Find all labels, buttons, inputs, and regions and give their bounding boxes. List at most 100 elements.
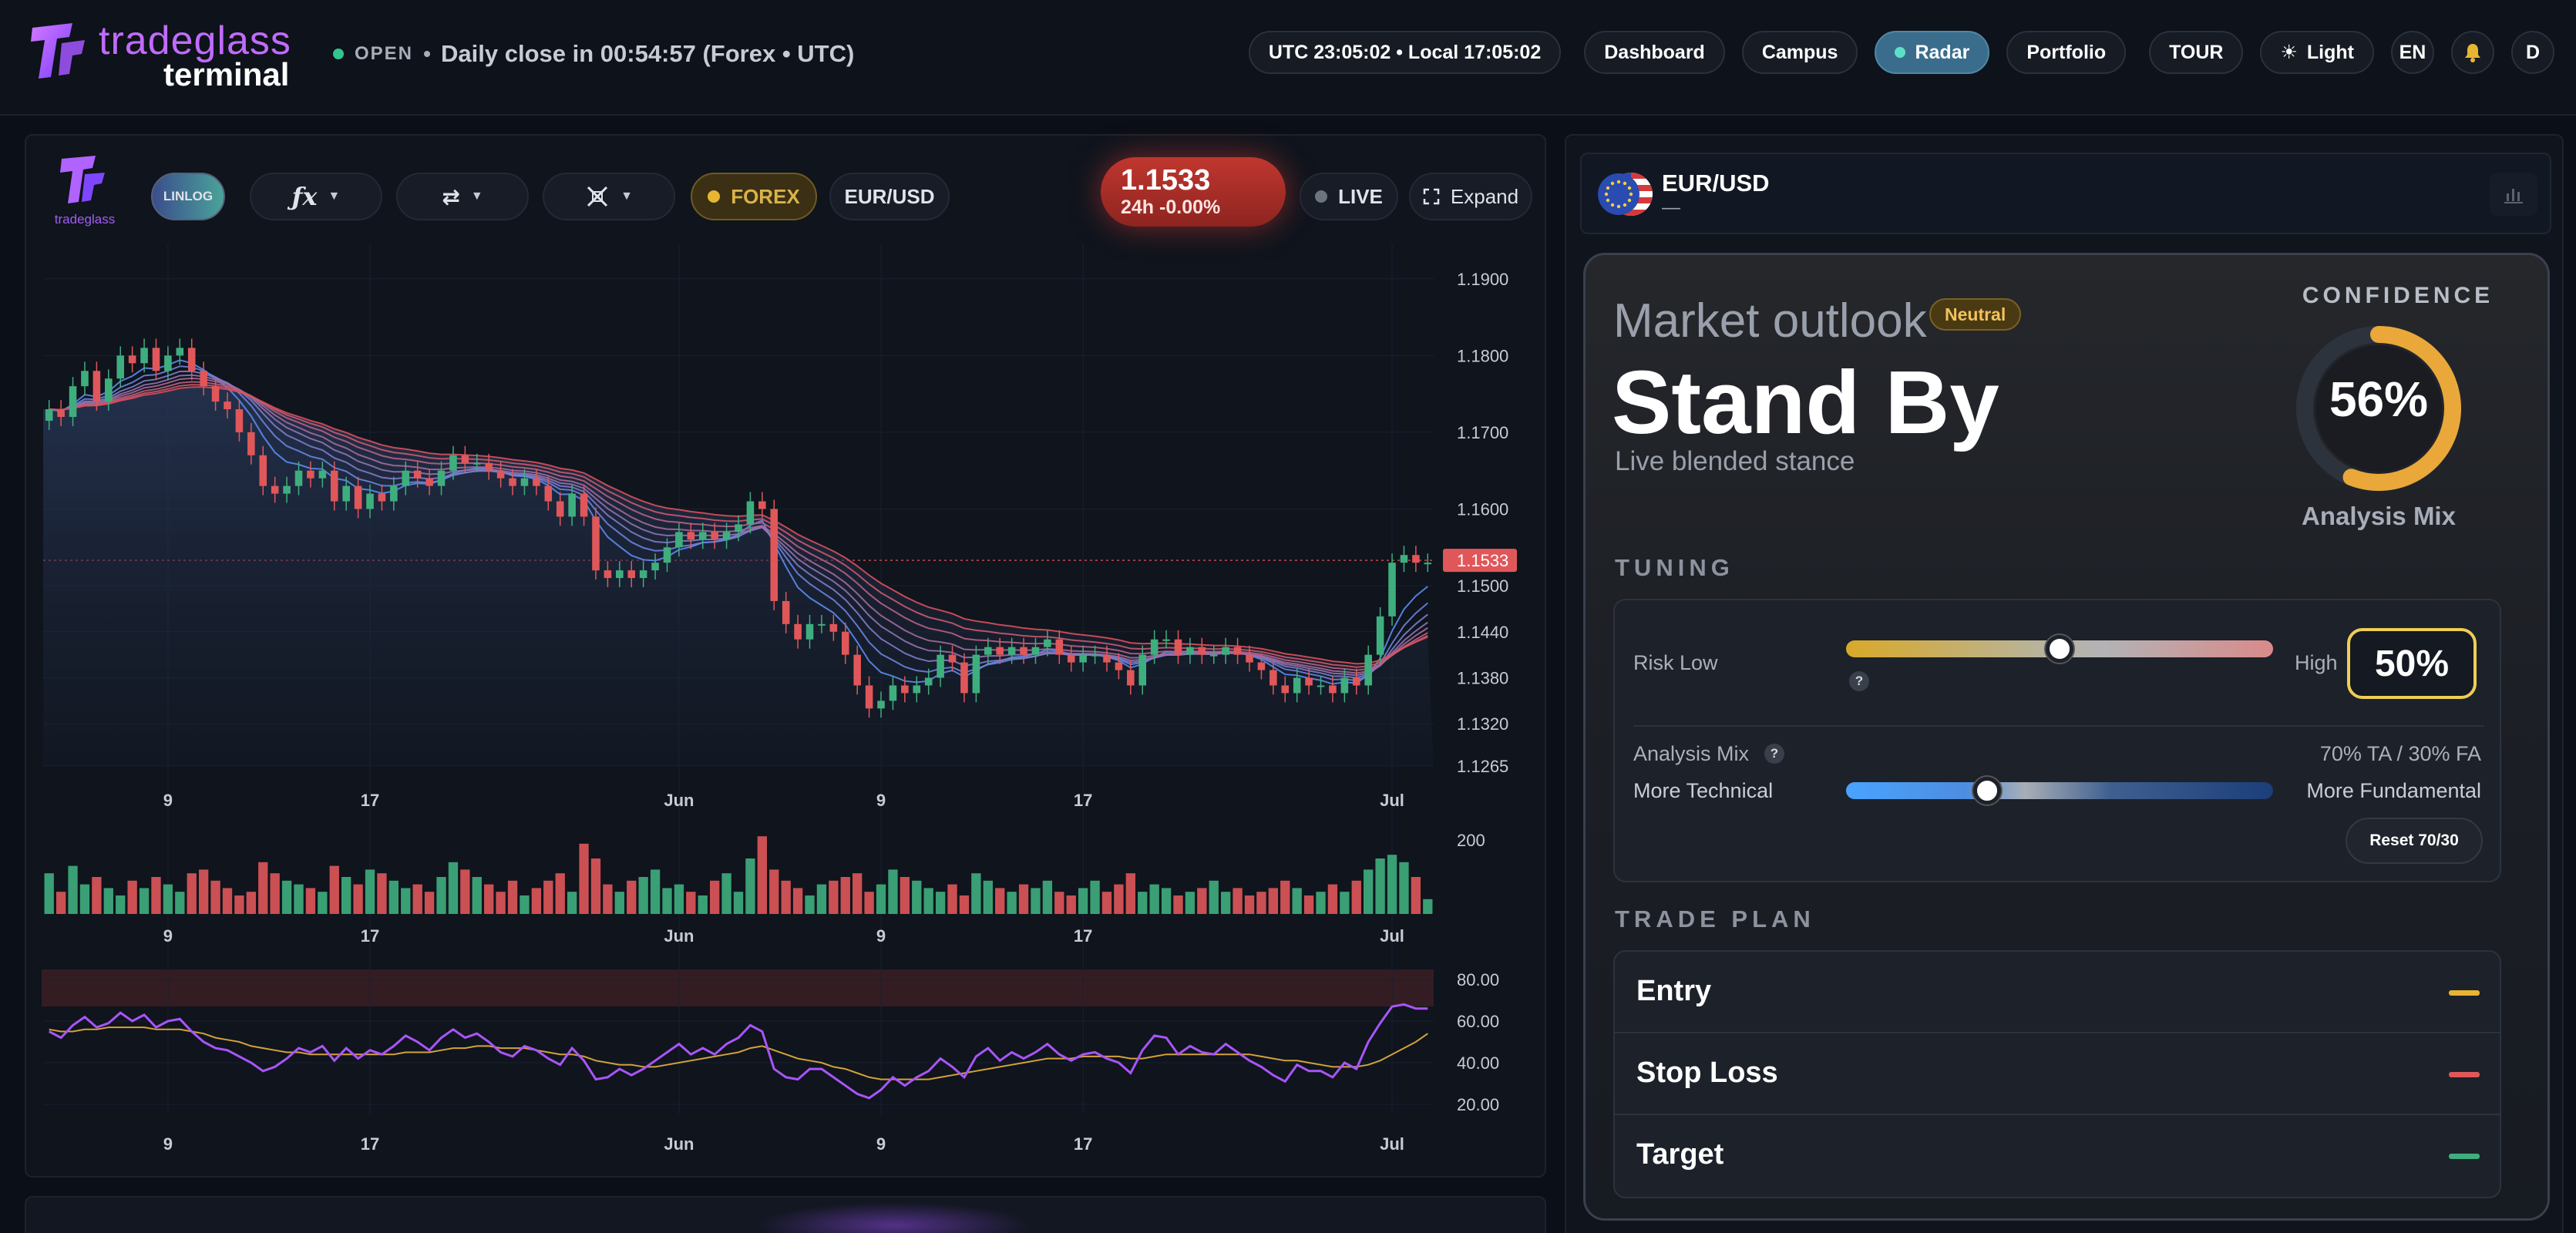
- notifications-button[interactable]: [2451, 31, 2494, 74]
- candle-body: [152, 348, 160, 371]
- volume-bar: [1375, 858, 1385, 914]
- brand-logo[interactable]: tradeglass terminal: [28, 20, 321, 91]
- candle-body: [92, 371, 101, 402]
- trade-plan-stop-loss[interactable]: Stop Loss: [1615, 1033, 2500, 1115]
- nav-portfolio[interactable]: Portfolio: [2006, 31, 2127, 74]
- candle-body: [1424, 563, 1432, 565]
- rsi-x-tick-label: 9: [876, 1134, 886, 1154]
- price-tick-label: 1.1900: [1457, 270, 1508, 289]
- candle-body: [1281, 685, 1290, 694]
- brand-name-bottom: terminal: [163, 56, 290, 92]
- last-price: 1.1533: [1121, 164, 1211, 197]
- volume-bar: [674, 884, 684, 914]
- analysis-mix-help-icon[interactable]: ?: [1764, 744, 1784, 764]
- volume-bar: [900, 877, 910, 914]
- volume-bar: [709, 880, 720, 914]
- candle-body: [1031, 647, 1040, 655]
- candle-body: [437, 470, 446, 486]
- candle-body: [1020, 647, 1027, 655]
- chart-toggle-button[interactable]: [2490, 173, 2537, 216]
- candle-body: [675, 532, 683, 548]
- volume-bar: [55, 892, 66, 914]
- volume-bar: [424, 892, 435, 914]
- candle-body: [330, 470, 338, 502]
- tour-button[interactable]: TOUR: [2149, 31, 2244, 74]
- candle-body: [639, 570, 647, 579]
- pair-symbol: EUR/USD: [1662, 170, 1770, 197]
- candle-body: [307, 470, 314, 479]
- volume-bar: [543, 880, 553, 914]
- candle-body: [711, 532, 718, 540]
- volume-bar: [971, 873, 981, 914]
- volume-bar: [281, 880, 292, 914]
- asset-class-chip[interactable]: FOREX: [691, 173, 817, 220]
- live-dot-icon: [1315, 190, 1328, 203]
- volume-bar: [68, 865, 78, 914]
- price-x-tick-label: Jul: [1380, 791, 1404, 810]
- candle-body: [1329, 685, 1337, 694]
- candle-body: [224, 401, 231, 410]
- price-chart[interactable]: 1.1900 1.1800 1.1700 1.1600 1.1500 1.1440 1.13…: [26, 136, 1548, 1179]
- candle-body: [485, 462, 493, 471]
- risk-help-icon[interactable]: ?: [1849, 671, 1869, 691]
- nav-campus[interactable]: Campus: [1741, 31, 1858, 74]
- drawing-tools-dropdown[interactable]: ▼: [543, 173, 675, 220]
- candle-body: [735, 524, 742, 533]
- reset-mix-button[interactable]: Reset 70/30: [2346, 818, 2483, 864]
- volume-bar: [44, 873, 54, 914]
- candle-body: [877, 700, 885, 709]
- swap-arrows-icon: ⇄: [442, 184, 460, 209]
- volume-bar: [1007, 892, 1017, 914]
- nav-radar[interactable]: Radar: [1875, 31, 1990, 74]
- candle-body: [354, 485, 362, 509]
- risk-slider-knob[interactable]: [2046, 635, 2073, 663]
- analysis-mix-slider-track[interactable]: [1846, 782, 2273, 799]
- chevron-down-icon: ▼: [620, 190, 633, 203]
- language-button[interactable]: EN: [2391, 31, 2434, 74]
- entry-dash-icon: [2449, 990, 2480, 996]
- theme-toggle-label: Light: [2306, 41, 2354, 63]
- candle-body: [1186, 647, 1194, 655]
- volume-bar: [151, 877, 161, 914]
- lower-panel-edge: [25, 1196, 1546, 1233]
- trade-plan-title: TRADE PLAN: [1615, 905, 1815, 932]
- candle-body: [271, 485, 279, 494]
- indicators-dropdown[interactable]: ƒx ▼: [250, 173, 382, 220]
- candle-body: [390, 485, 398, 502]
- volume-bar: [638, 877, 648, 914]
- analysis-mix-slider-knob[interactable]: [1972, 777, 2001, 805]
- volume-bar: [175, 892, 185, 914]
- volume-bar: [531, 888, 542, 914]
- rsi-tick-label: 20.00: [1457, 1095, 1499, 1114]
- candle-body: [57, 409, 65, 418]
- volume-bar: [1031, 888, 1041, 914]
- candle-body: [865, 685, 873, 709]
- nav-dashboard[interactable]: Dashboard: [1584, 31, 1725, 74]
- price-tick-label: 1.1265: [1457, 757, 1508, 776]
- more-technical-label: More Technical: [1633, 779, 1774, 802]
- theme-toggle[interactable]: ☀ Light: [2260, 31, 2374, 74]
- candle-body: [496, 470, 505, 479]
- candle-body: [960, 662, 968, 694]
- decorative-glow: [755, 1202, 1033, 1233]
- target-dash-icon: [2449, 1154, 2480, 1159]
- volume-bar: [1340, 892, 1350, 914]
- candle-body: [1007, 647, 1016, 655]
- candle-body: [556, 501, 564, 517]
- trade-plan-target[interactable]: Target: [1615, 1115, 2500, 1197]
- candle-body: [984, 647, 992, 655]
- tuning-divider: [1633, 725, 2484, 727]
- linlog-toggle[interactable]: LINLOG: [151, 173, 225, 220]
- volume-bar: [686, 892, 696, 914]
- volume-bar: [318, 892, 328, 914]
- symbol-chip[interactable]: EUR/USD: [829, 173, 950, 220]
- expand-button[interactable]: Expand: [1409, 173, 1532, 220]
- candle-body: [841, 631, 849, 655]
- volume-bar: [353, 884, 363, 914]
- user-avatar[interactable]: D: [2511, 31, 2554, 74]
- trade-plan-entry[interactable]: Entry: [1615, 952, 2500, 1033]
- candle-body: [105, 378, 113, 402]
- volume-bar: [1411, 877, 1421, 914]
- live-indicator[interactable]: LIVE: [1300, 173, 1398, 220]
- compare-dropdown[interactable]: ⇄ ▼: [396, 173, 529, 220]
